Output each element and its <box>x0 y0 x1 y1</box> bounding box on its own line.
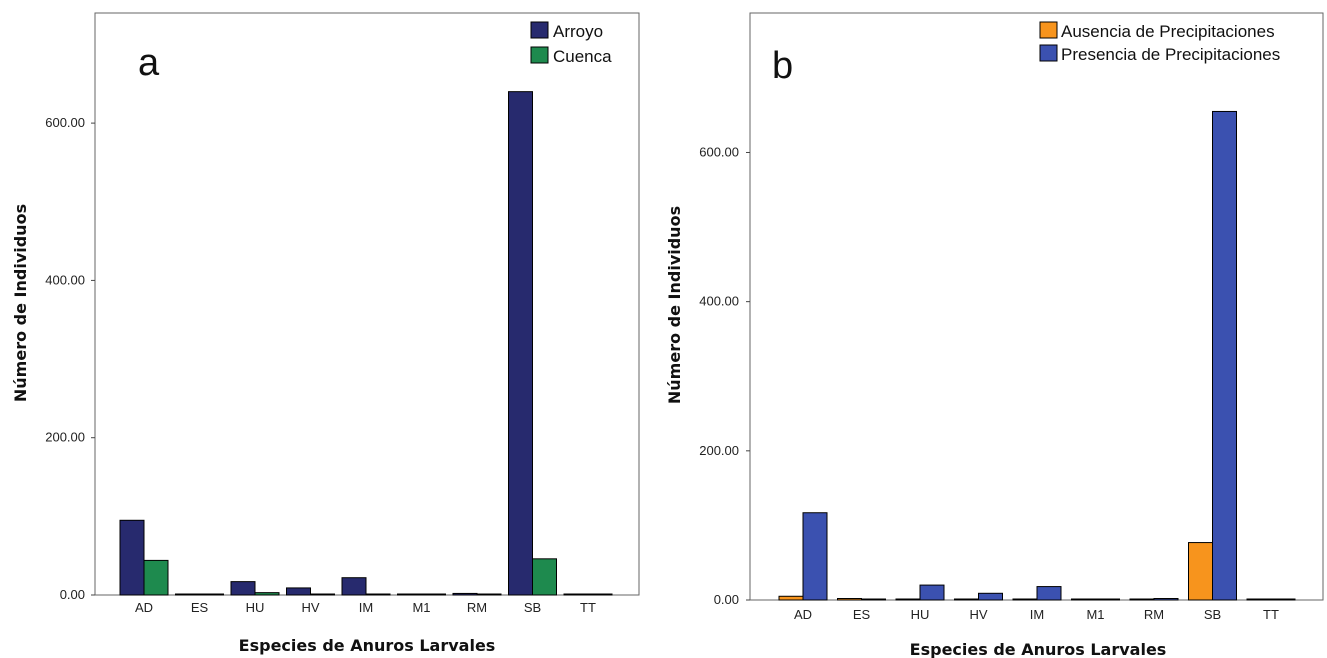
y-tick-label: 200.00 <box>45 430 85 445</box>
bar-hv-ausencia <box>955 599 979 600</box>
legend-b: Ausencia de Precipitaciones Presencia de… <box>1036 16 1306 70</box>
x-tick-label: SB <box>524 600 541 615</box>
x-tick-label: AD <box>135 600 153 615</box>
bar-es-presencia <box>862 599 886 600</box>
panel-label-b: b <box>772 45 793 87</box>
bar-m1-ausencia <box>1072 599 1096 600</box>
legend-swatch-ausencia <box>1040 22 1057 38</box>
x-tick-label: IM <box>1030 607 1044 622</box>
bars-a <box>120 92 612 595</box>
x-tick-label: HU <box>246 600 265 615</box>
bar-rm-arroyo <box>453 593 477 595</box>
bar-rm-presencia <box>1154 599 1178 600</box>
x-tick-label: ES <box>853 607 871 622</box>
bar-es-arroyo <box>176 594 200 595</box>
bar-im-ausencia <box>1013 599 1037 600</box>
y-axis-title-b: Número de Individuos <box>665 206 684 404</box>
plot-frame-a <box>95 13 639 595</box>
bar-hv-arroyo <box>287 588 311 595</box>
x-tick-label: M1 <box>1086 607 1104 622</box>
y-tick-label: 600.00 <box>45 115 85 130</box>
x-tick-label: SB <box>1204 607 1221 622</box>
y-tick-labels-a: 0.00 200.00 400.00 600.00 <box>45 115 95 602</box>
bar-im-cuenca <box>366 594 390 595</box>
panel-a: a AD ES HU HV IM M1 RM SB TT 0.00 200.00 400.00 600… <box>11 13 639 655</box>
bar-ad-cuenca <box>144 560 168 595</box>
bar-es-ausencia <box>838 599 862 600</box>
bar-hu-presencia <box>920 585 944 600</box>
bar-ad-arroyo <box>120 520 144 595</box>
bar-sb-arroyo <box>509 92 533 595</box>
bar-sb-ausencia <box>1189 543 1213 600</box>
bar-im-presencia <box>1037 587 1061 600</box>
y-tick-label: 400.00 <box>45 272 85 287</box>
x-tick-label: HV <box>301 600 319 615</box>
x-tick-label: RM <box>1144 607 1164 622</box>
bar-ad-ausencia <box>779 596 803 600</box>
bar-rm-ausencia <box>1130 599 1154 600</box>
x-tick-labels-b: AD ES HU HV IM M1 RM SB TT <box>794 607 1279 622</box>
y-tick-label: 200.00 <box>699 443 739 458</box>
legend-label-cuenca: Cuenca <box>553 47 612 66</box>
bar-tt-ausencia <box>1247 599 1271 600</box>
y-tick-label: 400.00 <box>699 294 739 309</box>
y-tick-labels-b: 0.00 200.00 400.00 600.00 <box>699 144 750 607</box>
x-tick-label: TT <box>1263 607 1279 622</box>
legend-label-ausencia: Ausencia de Precipitaciones <box>1061 22 1275 41</box>
x-tick-label: TT <box>580 600 596 615</box>
bar-m1-presencia <box>1096 599 1120 600</box>
bar-sb-presencia <box>1213 111 1237 600</box>
x-axis-title-a: Especies de Anuros Larvales <box>239 636 496 655</box>
bars-b <box>779 111 1295 600</box>
x-tick-label: RM <box>467 600 487 615</box>
x-tick-label: ES <box>191 600 209 615</box>
bar-hu-ausencia <box>896 599 920 600</box>
y-axis-title-a: Número de Individuos <box>11 204 30 402</box>
x-tick-labels-a: AD ES HU HV IM M1 RM SB TT <box>135 600 596 615</box>
x-tick-label: HU <box>911 607 930 622</box>
bar-rm-cuenca <box>477 594 501 595</box>
bar-es-cuenca <box>200 594 224 595</box>
bar-sb-cuenca <box>533 559 557 595</box>
y-tick-label: 600.00 <box>699 144 739 159</box>
panel-b: b AD ES HU HV IM M1 RM SB TT 0.00 200.00 400.00 600… <box>665 13 1323 658</box>
bar-im-arroyo <box>342 578 366 595</box>
legend-swatch-presencia <box>1040 45 1057 61</box>
legend-label-presencia: Presencia de Precipitaciones <box>1061 45 1280 64</box>
bar-hu-arroyo <box>231 582 255 595</box>
y-tick-label: 0.00 <box>60 587 85 602</box>
x-tick-label: AD <box>794 607 812 622</box>
legend-swatch-arroyo <box>531 22 548 38</box>
bar-ad-presencia <box>803 513 827 600</box>
y-tick-label: 0.00 <box>714 592 739 607</box>
plot-frame-b <box>750 13 1323 600</box>
legend-label-arroyo: Arroyo <box>553 22 603 41</box>
bar-tt-presencia <box>1271 599 1295 600</box>
bar-m1-arroyo <box>398 594 422 595</box>
x-tick-label: HV <box>969 607 987 622</box>
bar-tt-cuenca <box>588 594 612 595</box>
legend-swatch-cuenca <box>531 47 548 63</box>
x-axis-title-b: Especies de Anuros Larvales <box>910 640 1167 658</box>
bar-hv-presencia <box>979 593 1003 600</box>
bar-hu-cuenca <box>255 593 279 595</box>
bar-tt-arroyo <box>564 594 588 595</box>
legend-a: Arroyo Cuenca <box>526 16 638 70</box>
panel-label-a: a <box>138 42 160 84</box>
bar-m1-cuenca <box>422 594 446 595</box>
x-tick-label: M1 <box>412 600 430 615</box>
x-tick-label: IM <box>359 600 373 615</box>
bar-hv-cuenca <box>311 594 335 595</box>
